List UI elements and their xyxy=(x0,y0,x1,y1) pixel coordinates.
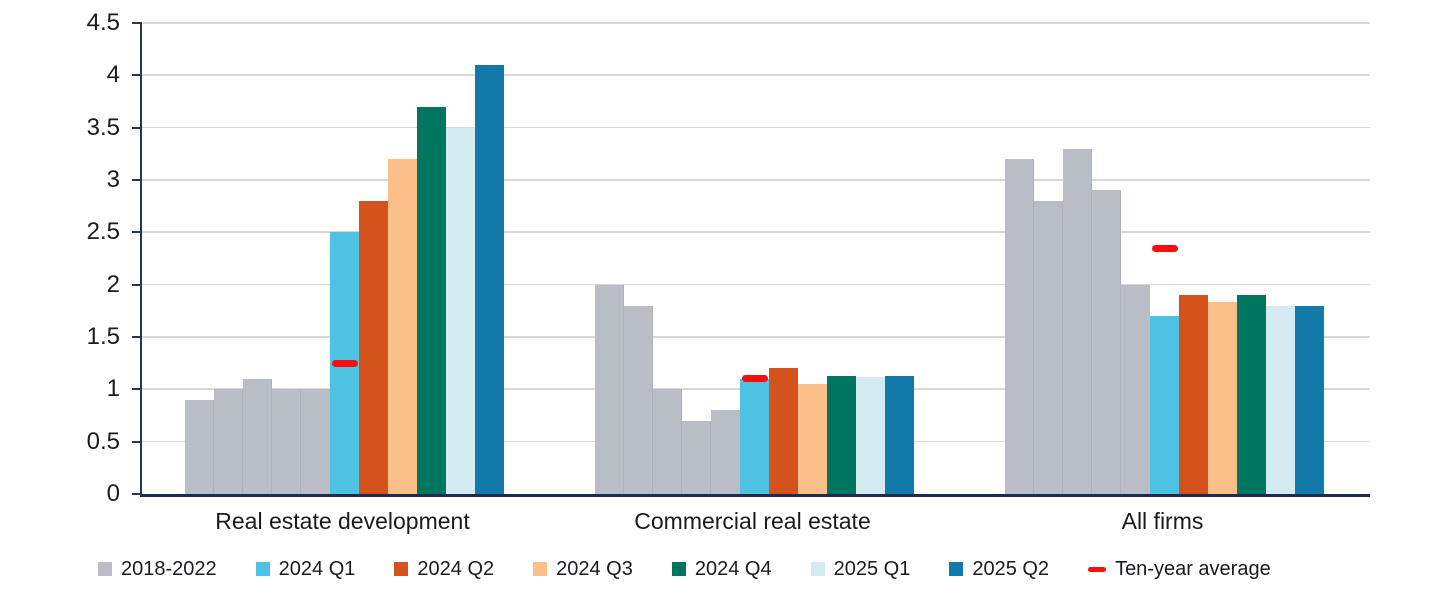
bar-2024-q4 xyxy=(1237,295,1266,494)
bar-2024-q3 xyxy=(388,159,417,494)
y-axis-tick xyxy=(132,74,142,77)
legend-square-marker xyxy=(98,562,112,576)
bar-2018-2022 xyxy=(185,399,214,494)
bar-2018-2022 xyxy=(1034,200,1063,494)
legend-item-2025-q2: 2025 Q2 xyxy=(949,558,1049,581)
bar-2024-q1 xyxy=(1150,316,1179,494)
bar-2024-q2 xyxy=(1179,295,1208,494)
y-axis-tick-label: 2 xyxy=(106,270,120,298)
legend-item-2024-q3: 2024 Q3 xyxy=(533,558,633,581)
bar-2018-2022 xyxy=(595,284,624,494)
legend-item-2024-q4: 2024 Q4 xyxy=(671,557,772,581)
bar-2018-2022 xyxy=(1005,159,1034,494)
category-label: Real estate development xyxy=(215,508,470,534)
bar-group-real-estate-development xyxy=(185,64,504,494)
bar-2018-2022 xyxy=(214,389,243,494)
category-label: All firms xyxy=(1121,508,1204,534)
bar-2024-q1 xyxy=(740,378,769,494)
legend-square-marker xyxy=(949,562,964,576)
bar-2018-2022 xyxy=(682,420,711,494)
y-axis-tick xyxy=(132,179,142,181)
y-axis-tick xyxy=(132,22,142,24)
gridline xyxy=(142,22,1370,24)
y-axis-tick-label: 3 xyxy=(106,166,120,193)
bar-2018-2022 xyxy=(711,410,740,494)
bar-2024-q4 xyxy=(827,375,856,494)
legend-item-2018-2022: 2018-2022 xyxy=(98,558,217,581)
legend-square-marker xyxy=(255,562,270,576)
y-axis-tick xyxy=(132,493,142,495)
y-axis-tick-label: 0 xyxy=(106,480,120,507)
ten-year-average-marker xyxy=(331,359,358,367)
y-axis-tick xyxy=(132,388,142,391)
ten-year-average-marker xyxy=(1151,244,1178,252)
y-axis-tick xyxy=(132,440,142,443)
y-axis-tick xyxy=(132,283,142,286)
y-axis-tick-label: 1.5 xyxy=(86,323,120,350)
legend-label: 2025 Q2 xyxy=(972,557,1050,580)
bar-2018-2022 xyxy=(1121,284,1150,494)
legend-square-marker xyxy=(533,562,548,576)
bar-2018-2022 xyxy=(1092,190,1121,494)
gridline xyxy=(142,283,1370,286)
gridline xyxy=(142,74,1370,76)
bar-2025-q2 xyxy=(1295,305,1324,494)
bar-2025-q1 xyxy=(856,376,885,494)
bar-2024-q4 xyxy=(417,106,446,494)
y-axis-tick-label: 3.5 xyxy=(86,113,120,141)
y-axis-tick-label: 0.5 xyxy=(86,427,120,455)
y-axis-tick-label: 4.5 xyxy=(86,9,120,36)
bar-2018-2022 xyxy=(653,389,682,494)
legend-label: 2025 Q1 xyxy=(833,557,911,580)
legend-dash-marker xyxy=(1088,566,1107,572)
legend-item-2024-q2: 2024 Q2 xyxy=(394,558,494,581)
bar-2024-q2 xyxy=(359,200,388,494)
legend-item-ten-year-average: Ten-year average xyxy=(1088,558,1271,581)
bar-2018-2022 xyxy=(243,378,272,494)
bar-2025-q2 xyxy=(885,375,914,494)
bar-2018-2022 xyxy=(301,389,330,494)
legend-label: 2024 Q4 xyxy=(694,557,772,580)
bar-group-commercial-real-estate xyxy=(595,284,914,494)
legend-square-marker xyxy=(671,562,686,576)
bar-2018-2022 xyxy=(624,305,653,494)
y-axis-tick xyxy=(132,126,142,129)
legend-square-marker xyxy=(394,562,409,576)
bar-2025-q1 xyxy=(1266,305,1295,494)
y-axis-tick xyxy=(132,336,142,338)
y-axis-tick-label: 1 xyxy=(106,375,120,403)
bar-2024-q3 xyxy=(1208,302,1237,494)
ten-year-average-marker xyxy=(741,375,768,383)
y-axis-tick xyxy=(132,231,142,234)
plot-area xyxy=(132,22,1370,497)
legend: 2018-2022 2024 Q1 2024 Q2 2024 Q3 2024 Q4 202… xyxy=(98,552,1271,586)
legend-item-2024-q1: 2024 Q1 xyxy=(255,557,356,581)
bar-2018-2022 xyxy=(272,389,301,494)
category-label: Commercial real estate xyxy=(634,508,871,534)
legend-square-marker xyxy=(810,562,825,576)
legend-label: 2018-2022 xyxy=(121,557,217,580)
bar-group-all-firms xyxy=(1005,148,1324,494)
legend-label: 2024 Q2 xyxy=(417,557,495,580)
legend-item-2025-q1: 2025 Q1 xyxy=(810,557,911,581)
bar-2025-q2 xyxy=(475,64,504,494)
y-axis-tick-label: 4 xyxy=(106,61,120,89)
gridline xyxy=(142,179,1370,181)
legend-label: Ten-year average xyxy=(1115,557,1271,580)
gridline xyxy=(142,336,1370,338)
gridline xyxy=(142,231,1370,233)
bar-2024-q3 xyxy=(798,384,827,494)
bar-2024-q2 xyxy=(769,368,798,494)
bar-2025-q1 xyxy=(446,127,475,494)
legend-label: 2024 Q1 xyxy=(278,557,356,580)
legend-label: 2024 Q3 xyxy=(556,557,633,580)
y-axis-tick-label: 2.5 xyxy=(86,218,120,246)
bar-2018-2022 xyxy=(1063,148,1092,494)
gridline xyxy=(142,126,1370,129)
